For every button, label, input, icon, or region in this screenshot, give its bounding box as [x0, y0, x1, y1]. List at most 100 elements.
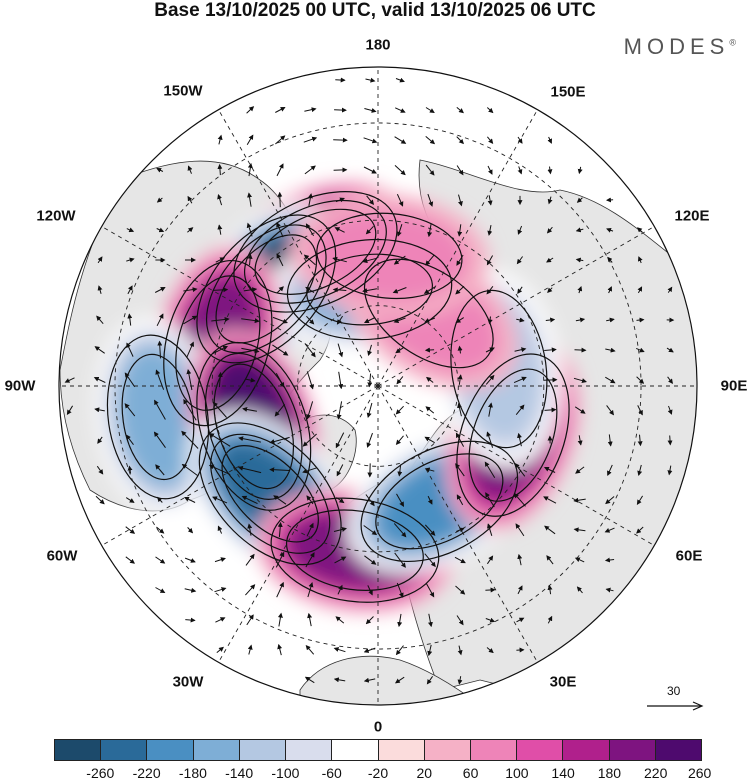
lon-label-120w: 120W	[36, 207, 76, 225]
wind-vector	[304, 165, 316, 175]
latitude-circle	[211, 219, 545, 553]
wind-vector	[636, 317, 645, 323]
wind-vector	[424, 347, 435, 353]
wind-vector	[156, 227, 165, 233]
wind-vector	[364, 317, 376, 323]
wind-vector	[208, 433, 231, 447]
wind-vector	[97, 256, 103, 264]
wind-vector	[424, 553, 436, 568]
wind-vector	[636, 376, 645, 384]
wind-vector	[184, 557, 196, 563]
wind-vector	[214, 587, 227, 593]
wind-vector	[517, 286, 523, 295]
wind-vector	[305, 286, 315, 294]
wind-vector	[184, 497, 196, 503]
wind-vector	[124, 403, 136, 417]
wind-vector	[517, 553, 523, 566]
wind-vector	[154, 287, 166, 293]
wind-vector	[276, 253, 284, 267]
wind-vector	[573, 377, 587, 384]
wind-vector	[367, 373, 373, 388]
wind-vector	[457, 374, 463, 385]
wind-vector	[667, 286, 673, 293]
wind-vector	[364, 108, 377, 113]
wind-vector	[332, 256, 347, 263]
wind-vector	[307, 612, 313, 627]
wind-vector	[367, 344, 373, 357]
wind-vector	[487, 195, 493, 206]
wind-vector	[424, 436, 435, 444]
wind-vector	[307, 193, 313, 206]
wind-vector	[457, 645, 463, 656]
contour-line	[163, 259, 273, 427]
colorbar-tick-label: -260	[86, 765, 115, 781]
colorbar-tick-label: -180	[178, 765, 207, 781]
wind-vector	[517, 432, 522, 447]
reference-arrow-icon	[647, 701, 704, 711]
wind-vector	[455, 432, 465, 447]
lon-label-60e: 60E	[675, 547, 703, 565]
wind-vector	[276, 221, 284, 238]
wind-vector	[486, 285, 494, 295]
wind-vector	[157, 340, 163, 359]
wind-vector	[425, 406, 435, 414]
colorbar-tick-label: -220	[132, 765, 161, 781]
wind-vector	[64, 377, 75, 383]
colorbar-tick-label: -100	[271, 765, 300, 781]
wind-vector	[455, 585, 466, 595]
wind-vector	[241, 495, 258, 505]
wind-vector	[604, 557, 615, 563]
wind-vector	[303, 254, 316, 266]
wind-vector	[516, 317, 525, 323]
wind-vector	[637, 464, 643, 476]
colorbar-swatch	[563, 740, 610, 760]
wind-vector	[543, 496, 557, 504]
wind-vector	[425, 107, 435, 114]
colorbar-tick-label: 180	[597, 765, 622, 781]
wind-vector	[215, 617, 226, 623]
wind-vector	[216, 646, 224, 653]
colorbar-labels: -260 -220 -180 -140 -100 -60 -20 20 60 1…	[54, 765, 711, 783]
wind-vector	[275, 135, 286, 145]
wind-vector	[275, 551, 285, 568]
wind-vector	[454, 556, 466, 564]
wind-vector	[606, 227, 614, 233]
wind-vector	[544, 347, 557, 353]
colorbar-swatch	[609, 740, 656, 760]
wind-vector	[187, 527, 194, 534]
wind-vector	[574, 557, 585, 563]
colorbar-tick-label: -20	[367, 765, 389, 781]
wind-vector	[426, 676, 434, 685]
colorbar-swatch	[286, 740, 333, 760]
wind-vector	[637, 434, 643, 447]
wind-vector	[486, 523, 493, 536]
wind-vector	[306, 401, 314, 420]
wind-vector	[424, 467, 435, 473]
wind-vector	[96, 315, 104, 325]
wind-vector	[395, 77, 405, 83]
wind-vector	[457, 224, 463, 237]
wind-vector	[277, 643, 283, 656]
wind-vector	[366, 432, 373, 448]
wind-vector	[486, 431, 494, 448]
wind-vector	[427, 223, 433, 238]
wind-vector	[636, 347, 645, 353]
map-boundary	[58, 66, 698, 706]
wind-vector	[427, 613, 433, 628]
wind-vector	[575, 227, 584, 233]
wind-vector	[546, 257, 554, 263]
wind-vector	[245, 584, 256, 596]
wind-vector	[363, 137, 378, 144]
lat-lon-grid	[59, 67, 697, 705]
lon-label-120e: 120E	[674, 207, 710, 225]
wind-vector	[183, 315, 198, 325]
wind-vector	[607, 256, 613, 263]
colorbar-swatch	[517, 740, 564, 760]
wind-vector	[333, 677, 346, 683]
wind-vector	[425, 254, 435, 266]
wind-vector	[455, 285, 465, 295]
wind-vector	[457, 345, 463, 354]
wind-vector	[456, 494, 464, 506]
wind-vector	[247, 253, 253, 266]
